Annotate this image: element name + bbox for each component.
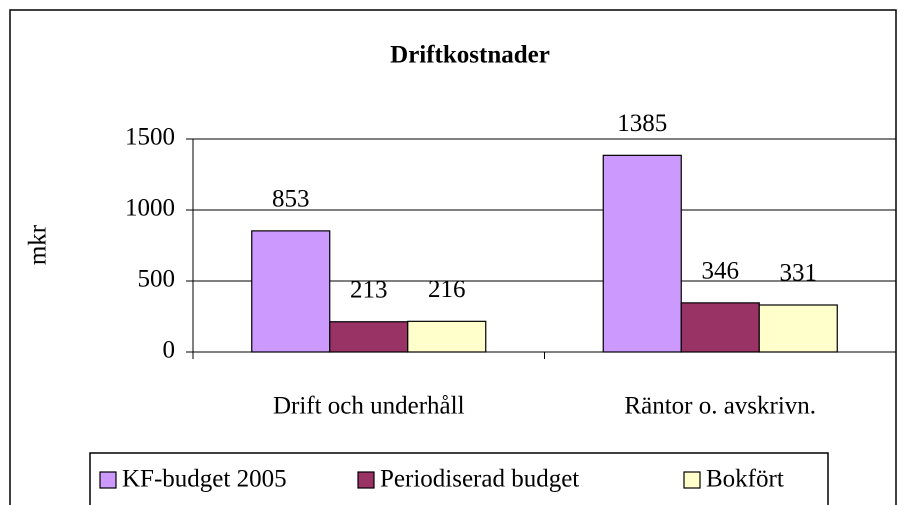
y-tick-label: 500 [138,266,176,293]
data-label: 346 [702,258,740,285]
legend-label: Bokfört [706,466,784,493]
data-label: 213 [350,276,388,303]
bar [602,154,682,353]
legend-label: Periodiserad budget [380,466,579,493]
bar [329,321,409,353]
legend-swatch [357,471,375,489]
legend-box [89,452,829,505]
y-tick-label: 0 [163,337,176,364]
x-tick-label: Drift och underhåll [273,393,465,420]
data-label: 1385 [617,110,667,137]
legend-swatch [683,471,701,489]
chart-title: Driftkostnader [390,42,550,69]
bar [407,320,487,353]
y-tick-label: 1500 [125,124,175,151]
legend-swatch [99,471,117,489]
chart-frame [9,9,897,505]
data-label: 853 [272,186,310,213]
y-tick-label: 1000 [125,195,175,222]
x-tick-label: Räntor o. avskrivn. [624,393,816,420]
bar [680,302,760,353]
bar [758,304,838,353]
data-label: 216 [428,276,466,303]
legend-label: KF-budget 2005 [122,466,287,493]
bar [251,230,331,353]
y-axis-label: mkr [25,224,52,265]
data-label: 331 [780,260,818,287]
